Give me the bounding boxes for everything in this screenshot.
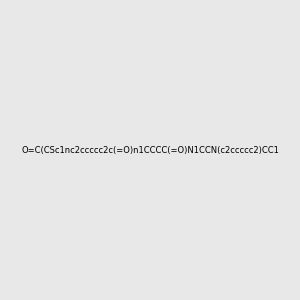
Text: O=C(CSc1nc2ccccc2c(=O)n1CCCC(=O)N1CCN(c2ccccc2)CC1: O=C(CSc1nc2ccccc2c(=O)n1CCCC(=O)N1CCN(c2… [21, 146, 279, 154]
